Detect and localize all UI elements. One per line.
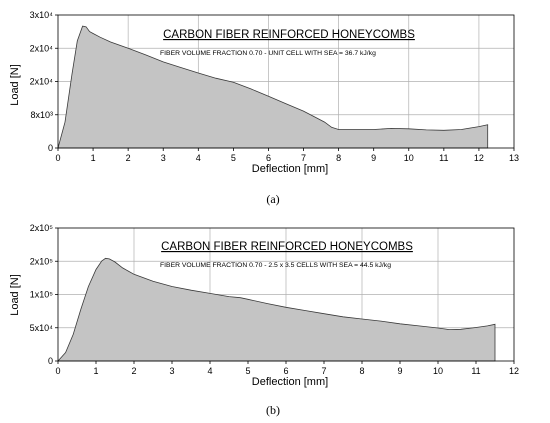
caption-a: (a)	[266, 192, 279, 206]
chart-a-x-tick-label: 13	[509, 153, 519, 163]
chart-b-x-tick-label: 9	[397, 366, 402, 376]
chart-b-x-tick-label: 1	[93, 366, 98, 376]
chart-b-y-axis-label: Load [N]	[9, 274, 21, 316]
chart-a-y-tick-label: 2x10⁴	[30, 43, 54, 53]
chart-b-y-tick-label: 0	[48, 356, 53, 366]
chart-b-x-tick-label: 8	[359, 366, 364, 376]
chart-a: 0 1 2 3 4 5 6 7 8 9 10 11 12 13 08x10³2x10⁴2x10⁴3x10⁴…	[9, 10, 519, 206]
chart-b-title: CARBON FIBER REINFORCED HONEYCOMBS	[161, 241, 413, 253]
chart-a-x-tick-label: 7	[301, 153, 306, 163]
chart-a-x-ticks: 0 1 2 3 4 5 6 7 8 9 10 11 12 13	[55, 148, 519, 163]
chart-a-load-curve	[57, 25, 489, 149]
chart-a-x-tick-label: 8	[336, 153, 341, 163]
chart-b-x-tick-label: 2	[131, 366, 136, 376]
caption-b: (b)	[266, 403, 280, 417]
chart-a-x-axis-label: Deflection [mm]	[252, 163, 328, 175]
chart-b-x-tick-label: 6	[283, 366, 288, 376]
chart-b-y-ticks: 0 5x10⁴ 1x10⁵ 2x10⁵ 2x10⁵	[30, 223, 58, 366]
chart-a-x-tick-label: 6	[266, 153, 271, 163]
chart-b-y-tick-label: 2x10⁵	[30, 223, 54, 233]
chart-b-x-tick-label: 10	[433, 366, 443, 376]
chart-a-x-tick-label: 9	[371, 153, 376, 163]
chart-a-x-tick-label: 12	[474, 153, 484, 163]
chart-a-subtitle: FIBER VOLUME FRACTION 0.70 - UNIT CELL W…	[160, 50, 376, 57]
chart-b-x-tick-label: 4	[207, 366, 212, 376]
chart-a-x-tick-label: 10	[404, 153, 414, 163]
chart-a-x-tick-label: 3	[161, 153, 166, 163]
chart-b-y-tick-label: 1x10⁵	[30, 290, 54, 300]
chart-b-subtitle: FIBER VOLUME FRACTION 0.70 - 2.5 x 3.5 C…	[160, 262, 391, 269]
chart-b-x-tick-label: 3	[169, 366, 174, 376]
chart-a-x-tick-label: 0	[55, 153, 60, 163]
chart-b-x-tick-label: 7	[321, 366, 326, 376]
chart-a-y-axis-label: Load [N]	[9, 64, 21, 106]
chart-a-y-tick-label: 0	[48, 143, 53, 153]
chart-a-title: CARBON FIBER REINFORCED HONEYCOMBS	[163, 29, 415, 41]
chart-b-x-tick-label: 11	[471, 366, 480, 376]
chart-b-y-tick-label: 2x10⁵	[30, 256, 54, 266]
chart-a-y-tick-label: 8x10³	[30, 110, 53, 120]
chart-a-y-tick-label: 3x10⁴	[30, 10, 54, 20]
chart-a-x-tick-label: 4	[196, 153, 201, 163]
chart-b-x-tick-label: 0	[55, 366, 60, 376]
chart-b-x-axis-label: Deflection [mm]	[252, 376, 328, 388]
chart-a-x-tick-label: 5	[231, 153, 236, 163]
chart-a-x-tick-label: 2	[126, 153, 131, 163]
chart-b-x-ticks: 0 1 2 3 4 5 6 7 8 9 10 11 12	[55, 361, 519, 376]
chart-a-y-tick-label: 2x10⁴	[30, 77, 54, 87]
chart-b-x-tick-label: 5	[245, 366, 250, 376]
chart-a-x-tick-label: 1	[91, 153, 96, 163]
chart-b-load-curve	[57, 257, 496, 362]
chart-a-x-tick-label: 11	[439, 153, 448, 163]
chart-a-y-ticks: 0 8x10³ 2x10⁴ 2x10⁴ 3x10⁴	[30, 10, 58, 153]
chart-b-x-tick-label: 12	[509, 366, 519, 376]
chart-b-y-tick-label: 5x10⁴	[30, 323, 54, 333]
